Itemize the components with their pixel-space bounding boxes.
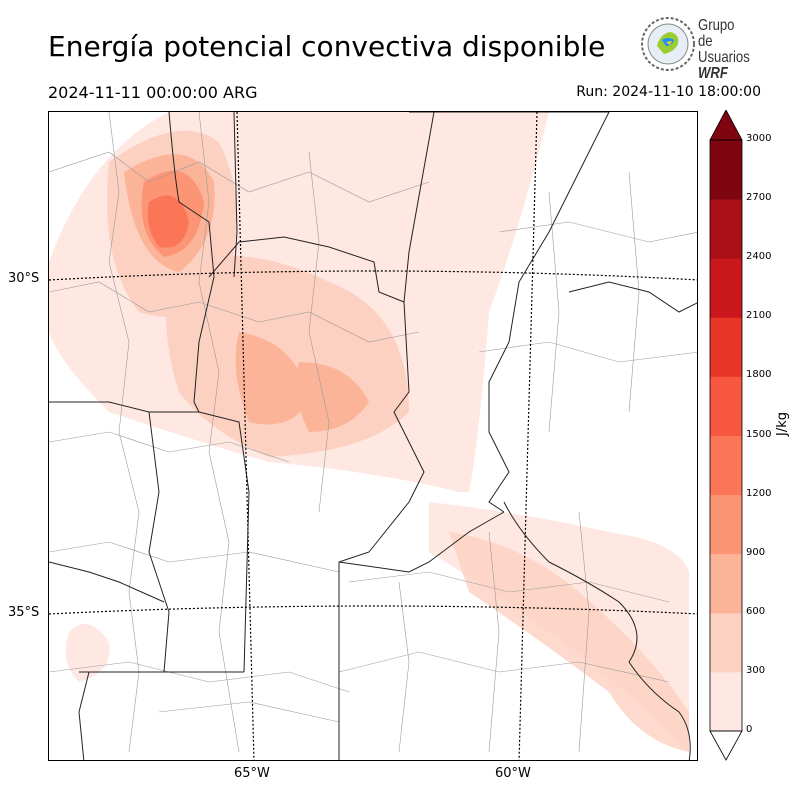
colorbar-tick-label: 1200 [746, 487, 772, 499]
coastline [503, 501, 691, 760]
colorbar-tick-label: 600 [746, 605, 766, 617]
colorbar-bin [710, 671, 742, 732]
colorbar-bin [710, 553, 742, 614]
map-svg [49, 112, 697, 760]
colorbar-bin [710, 435, 742, 496]
cape-map [48, 111, 698, 761]
colorbar-bin [710, 494, 742, 555]
logo-line-3: WRF [698, 65, 728, 82]
colorbar-bin [710, 376, 742, 436]
colorbar-tick-label: 900 [746, 546, 766, 558]
colorbar-bin [710, 140, 742, 200]
colorbar [709, 110, 743, 761]
globe-logo-icon [641, 17, 695, 71]
logo-line-2: Usuarios [698, 49, 750, 66]
colorbar-extend-min [709, 730, 743, 761]
graticule [49, 112, 697, 760]
colorbar-bin [710, 199, 742, 259]
district-boundaries [49, 112, 697, 753]
colorbar-unit-label: J/kg [775, 412, 790, 436]
lon-label-60w: 60°W [495, 766, 531, 781]
chart-title: Energía potencial convectiva disponible [48, 30, 606, 63]
cape-field [49, 112, 689, 752]
colorbar-tick-label: 1800 [746, 369, 772, 381]
province-boundaries [49, 112, 697, 760]
grupo-usuarios-wrf-logo: Grupo de Usuarios WRF [640, 16, 760, 82]
colorbar-tick-label: 2700 [746, 192, 772, 204]
lat-label-30s: 30°S [8, 271, 40, 286]
colorbar-bin [710, 612, 742, 673]
colorbar-tick-label: 2400 [746, 251, 772, 263]
colorbar-tick-label: 3000 [746, 133, 772, 144]
colorbar-tick-label: 1500 [746, 428, 772, 440]
valid-time: 2024-11-11 00:00:00 ARG [48, 83, 258, 102]
colorbar-tick-label: 2100 [746, 310, 772, 322]
lat-label-35s: 35°S [8, 605, 40, 620]
run-time: Run: 2024-11-10 18:00:00 [576, 84, 761, 100]
colorbar-tick-label: 0 [746, 724, 753, 735]
colorbar-bin [710, 258, 742, 318]
colorbar-extend-max [709, 110, 743, 141]
colorbar-bin [710, 317, 742, 377]
colorbar-tick-label: 300 [746, 664, 766, 676]
lon-label-65w: 65°W [234, 766, 270, 781]
logo-line-1: Grupo de [698, 17, 735, 50]
